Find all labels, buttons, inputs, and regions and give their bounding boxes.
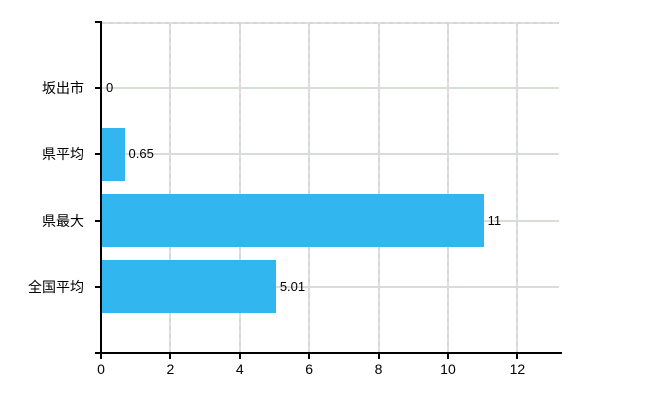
y-axis-tick	[95, 153, 101, 156]
x-axis-tick	[100, 352, 102, 359]
y-axis-line	[100, 21, 102, 353]
v-gridline	[169, 22, 172, 353]
y-axis-category-label: 県平均	[42, 146, 84, 163]
x-axis-tick-label: 4	[235, 361, 244, 377]
bar-value-label: 0.65	[128, 146, 154, 162]
bar	[102, 194, 484, 248]
bar-value-label: 11	[487, 212, 502, 228]
x-axis-tick-label: 2	[166, 361, 175, 377]
v-gridline	[377, 22, 380, 353]
v-gridline	[446, 22, 449, 353]
x-axis-tick-label: 0	[97, 361, 105, 377]
x-axis-tick-label: 12	[509, 361, 526, 377]
y-axis-top-tick	[95, 21, 102, 23]
x-axis-tick	[377, 352, 380, 359]
x-axis-tick-label: 8	[374, 361, 383, 377]
x-axis-tick-label: 10	[440, 361, 456, 377]
y-axis-tick	[95, 87, 101, 90]
x-axis-tick	[446, 352, 449, 359]
x-axis-tick	[169, 352, 172, 359]
y-axis-category-label: 県最大	[42, 212, 84, 229]
x-axis-tick-label: 6	[305, 361, 314, 377]
bar	[102, 127, 125, 181]
h-gridline	[101, 87, 559, 90]
bar-value-label: 0	[106, 80, 114, 96]
x-axis-tick	[516, 352, 519, 359]
h-gridline	[101, 153, 559, 156]
x-axis-tick	[238, 352, 241, 359]
bar	[102, 260, 276, 314]
h-gridline	[101, 285, 559, 288]
x-axis-line	[95, 352, 562, 354]
x-axis-tick	[308, 352, 311, 359]
y-axis-category-label: 坂出市	[42, 80, 84, 97]
v-gridline	[238, 22, 241, 353]
v-gridline	[516, 22, 519, 353]
v-gridline	[308, 22, 311, 353]
y-axis-tick	[95, 285, 101, 288]
y-axis-tick	[95, 219, 101, 222]
bar-value-label: 5.01	[279, 278, 306, 294]
plot-top-border	[101, 22, 559, 24]
y-axis-category-label: 全国平均	[28, 278, 84, 295]
